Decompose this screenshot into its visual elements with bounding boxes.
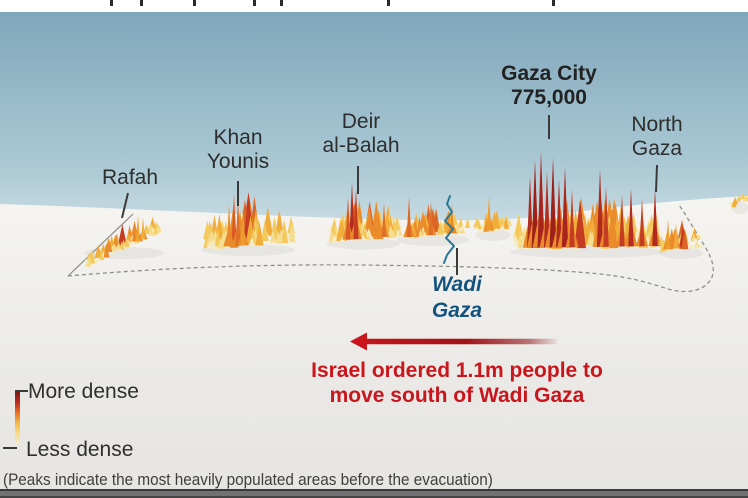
legend-bottom-tick <box>3 447 17 449</box>
label-wadi-line2: Gaza <box>431 299 483 322</box>
cropped-text-mark <box>253 0 256 6</box>
label-gaza-city-population: 775,000 <box>511 86 587 109</box>
legend-top-tick <box>15 390 28 392</box>
label-north-gaza-line2: Gaza <box>631 137 683 160</box>
instruction-line1: Israel ordered 1.1m people to <box>311 359 603 382</box>
arrow-head <box>350 332 367 351</box>
footnote-text: (Peaks indicate the most heavily populat… <box>3 470 493 489</box>
label-north-gaza-line1: North <box>631 113 683 136</box>
cropped-text-mark <box>140 0 143 6</box>
cluster-shadow-west-of-wadi <box>475 229 511 241</box>
pointer-line-north-gaza <box>655 164 658 193</box>
move-south-arrow <box>350 332 557 351</box>
cluster-shadow-gaza-city <box>510 246 664 258</box>
label-deir-al-balah: Deir al-Balah <box>322 110 399 158</box>
evacuation-instruction-text: Israel ordered 1.1m people to move south… <box>311 358 603 408</box>
cropped-text-mark <box>552 0 555 6</box>
label-wadi-gaza: Wadi Gaza <box>432 272 482 324</box>
label-rafah: Rafah <box>101 166 159 189</box>
label-pointer-lines <box>121 115 658 275</box>
label-khan-younis-line2: Younis <box>206 150 270 173</box>
legend-less-dense-label: Less dense <box>26 438 134 461</box>
label-khan-younis: Khan Younis <box>207 126 269 174</box>
cropped-title-strip <box>0 0 748 12</box>
instruction-line2: move south of Wadi Gaza <box>329 384 585 407</box>
density-peaks <box>84 151 748 267</box>
wadi-gaza-river <box>443 195 455 264</box>
bottom-divider-bar <box>0 489 748 498</box>
pointer-line-rafah <box>121 192 129 219</box>
sky <box>0 12 748 227</box>
cropped-text-mark <box>110 0 113 6</box>
cropped-text-mark <box>280 0 283 6</box>
label-north-gaza: North Gaza <box>631 113 682 161</box>
label-gaza-city-name: Gaza City <box>501 62 597 85</box>
label-deir-line1: Deir <box>341 110 381 133</box>
gaza-border-line <box>67 213 134 277</box>
cropped-text-mark <box>193 0 196 6</box>
label-khan-younis-line1: Khan <box>213 126 263 149</box>
label-deir-line2: al-Balah <box>322 134 400 157</box>
density-gradient-bar <box>15 392 20 444</box>
label-gaza-city: Gaza City 775,000 <box>501 62 597 110</box>
label-wadi-line1: Wadi <box>432 273 482 296</box>
legend-more-dense-label: More dense <box>28 380 139 403</box>
cropped-text-mark <box>387 0 390 6</box>
